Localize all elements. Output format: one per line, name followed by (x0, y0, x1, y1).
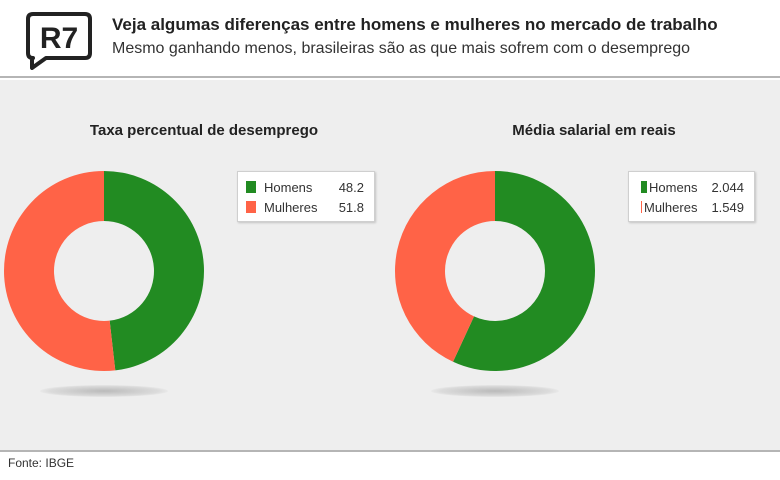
donut-slice-homens (104, 171, 204, 371)
legend-swatch-mulheres (641, 201, 642, 213)
header: R7 Veja algumas diferenças entre homens … (0, 0, 780, 78)
legend-value: 48.2 (338, 179, 364, 195)
legend-desemprego: Homens 48.2 Mulheres 51.8 (237, 171, 375, 222)
donut-chart-salario (395, 171, 595, 371)
legend-value: 51.8 (338, 199, 364, 215)
donut-shadow (40, 385, 168, 397)
legend-value: 1.549 (711, 199, 744, 215)
legend-item-mulheres: Mulheres 1.549 (641, 197, 744, 217)
legend-item-homens: Homens 2.044 (641, 177, 744, 197)
legend-swatch-homens (246, 181, 256, 193)
charts-panel: Taxa percentual de desemprego Média sala… (0, 80, 780, 450)
legend-swatch-homens (641, 181, 648, 193)
donut-slice-homens (453, 171, 595, 371)
page-title: Veja algumas diferenças entre homens e m… (112, 15, 718, 34)
legend-swatch-mulheres (246, 201, 256, 213)
donut-shadow (431, 385, 559, 397)
r7-logo: R7 (26, 12, 92, 70)
legend-label: Mulheres (643, 199, 698, 215)
legend-label: Homens (649, 179, 698, 195)
legend-item-homens: Homens 48.2 (246, 177, 364, 197)
legend-label: Homens (264, 179, 313, 195)
donut-slice-mulheres (4, 171, 116, 371)
donut-chart-desemprego (4, 171, 204, 371)
donut-slice-mulheres (395, 171, 495, 362)
footer-divider (0, 450, 780, 452)
legend-item-mulheres: Mulheres 51.8 (246, 197, 364, 217)
chart-title-salario: Média salarial em reais (512, 122, 676, 139)
logo-text: R7 (40, 22, 78, 55)
legend-value: 2.044 (711, 179, 744, 195)
legend-salario: Homens 2.044 Mulheres 1.549 (628, 171, 755, 222)
page-subtitle: Mesmo ganhando menos, brasileiras são as… (112, 40, 691, 57)
chart-title-desemprego: Taxa percentual de desemprego (89, 122, 319, 139)
legend-label: Mulheres (264, 199, 318, 215)
source-note: Fonte: IBGE (8, 456, 75, 470)
